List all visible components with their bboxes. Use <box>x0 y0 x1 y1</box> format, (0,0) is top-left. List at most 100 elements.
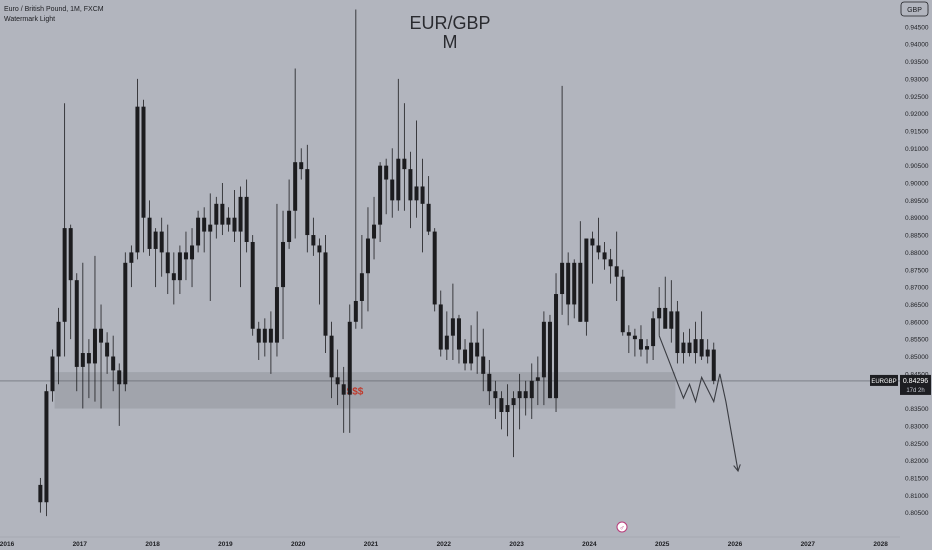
candle-body <box>341 384 346 395</box>
price-tick-label: 0.84500 <box>905 371 929 378</box>
candle-body <box>92 328 97 364</box>
symbol-legend[interactable]: Euro / British Pound, 1M, FXCM <box>4 6 104 13</box>
price-tick-label: 0.94000 <box>905 42 929 49</box>
projection-line[interactable] <box>658 335 739 472</box>
support-zone <box>54 372 676 409</box>
price-tick-label: 0.93000 <box>905 76 929 83</box>
candle-body <box>317 245 322 253</box>
candle-body <box>281 241 286 288</box>
candle-body <box>220 203 225 225</box>
candle-body <box>232 217 237 232</box>
price-axis-ticks: 0.950000.945000.940000.935000.930000.925… <box>905 7 929 517</box>
price-tick-label: 0.92500 <box>905 94 929 101</box>
indicator-legend[interactable]: Watermark Light <box>4 16 55 23</box>
price-tag-countdown: 17d 2h <box>906 388 924 394</box>
candle-body <box>177 252 182 281</box>
candle-body <box>590 238 595 246</box>
watermark-interval: M <box>443 32 458 52</box>
candle-body <box>105 342 110 357</box>
candle-body <box>711 349 716 381</box>
candle-body <box>572 262 577 305</box>
candle-body <box>323 252 328 336</box>
price-tick-label: 0.85000 <box>905 354 929 361</box>
candle-body <box>299 162 304 170</box>
candle-body <box>499 398 504 413</box>
time-tick-label: 2028 <box>873 541 888 548</box>
time-tick-label: 2018 <box>145 541 160 548</box>
candle-body <box>183 252 188 260</box>
candle-body <box>250 241 255 329</box>
candle-body <box>687 342 692 354</box>
price-tick-label: 0.94500 <box>905 24 929 31</box>
price-tick-label: 0.90500 <box>905 163 929 170</box>
candle-body <box>135 106 140 253</box>
candle-body <box>651 318 656 347</box>
candle-body <box>208 224 213 232</box>
candle-body <box>293 162 298 211</box>
candle-body <box>274 287 279 343</box>
candle-body <box>353 300 358 322</box>
candle-body <box>365 238 370 274</box>
candle-body <box>638 339 643 350</box>
candle-body <box>117 370 122 385</box>
currency-button-label[interactable]: GBP <box>907 7 922 14</box>
candle-body <box>481 356 486 374</box>
price-tag <box>900 374 931 395</box>
candle-body <box>214 203 219 225</box>
candle-body <box>426 203 431 232</box>
candle-body <box>287 210 292 242</box>
candle-body <box>511 398 516 406</box>
candle-body <box>262 328 267 343</box>
price-projection[interactable] <box>658 335 741 473</box>
time-axis[interactable]: 2016 2017 2018 2019 2020 2021 2022 2023 2024 2025… <box>0 536 900 548</box>
candle-body <box>602 252 607 260</box>
candle-body <box>493 391 498 399</box>
candle-body <box>523 391 528 399</box>
candle-body <box>311 235 316 246</box>
candle-body <box>529 380 534 399</box>
price-tick-label: 0.83500 <box>905 406 929 413</box>
candle-body <box>347 321 352 395</box>
event-marker[interactable]: ♂ <box>616 521 628 533</box>
candle-body <box>111 356 116 371</box>
price-tick-label: 0.82500 <box>905 441 929 448</box>
candle-body <box>578 262 583 322</box>
symbol-tag-text: EURGBP <box>871 379 896 385</box>
price-tick-label: 0.93500 <box>905 59 929 66</box>
candle-body <box>608 259 613 267</box>
candle-body <box>645 346 650 350</box>
candle-body <box>414 186 419 201</box>
candle-body <box>165 252 170 274</box>
currency-button-frame[interactable] <box>900 1 929 17</box>
price-axis-bg <box>900 0 932 537</box>
time-tick-label: 2024 <box>582 541 597 548</box>
candle-body <box>171 273 176 281</box>
time-tick-label: 2026 <box>728 541 743 548</box>
price-tick-label: 0.87500 <box>905 267 929 274</box>
currency-button[interactable]: GBP <box>900 1 929 17</box>
candle-body <box>202 217 207 232</box>
candle-body <box>463 349 468 364</box>
candle-body <box>614 266 619 277</box>
candle-body <box>396 158 401 201</box>
candle-body <box>456 318 461 350</box>
price-tick-label: 0.87000 <box>905 285 929 292</box>
time-tick-label: 2020 <box>291 541 306 548</box>
time-tick-label: 2021 <box>364 541 379 548</box>
price-tick-label: 0.82000 <box>905 458 929 465</box>
event-marker-circle[interactable] <box>616 521 628 533</box>
price-axis[interactable]: 0.950000.945000.940000.935000.930000.925… <box>900 0 932 537</box>
candle-body <box>256 328 261 343</box>
candle-body <box>141 106 146 218</box>
price-tick-label: 0.92000 <box>905 111 929 118</box>
candle-body <box>420 186 425 204</box>
support-zone-label: $$$ <box>347 386 364 397</box>
candle-body <box>584 238 589 322</box>
candle-body <box>378 165 383 225</box>
candle-body <box>547 321 552 399</box>
price-tick-label: 0.85500 <box>905 337 929 344</box>
candlestick-series <box>38 9 716 517</box>
support-zone-rect <box>54 372 676 409</box>
